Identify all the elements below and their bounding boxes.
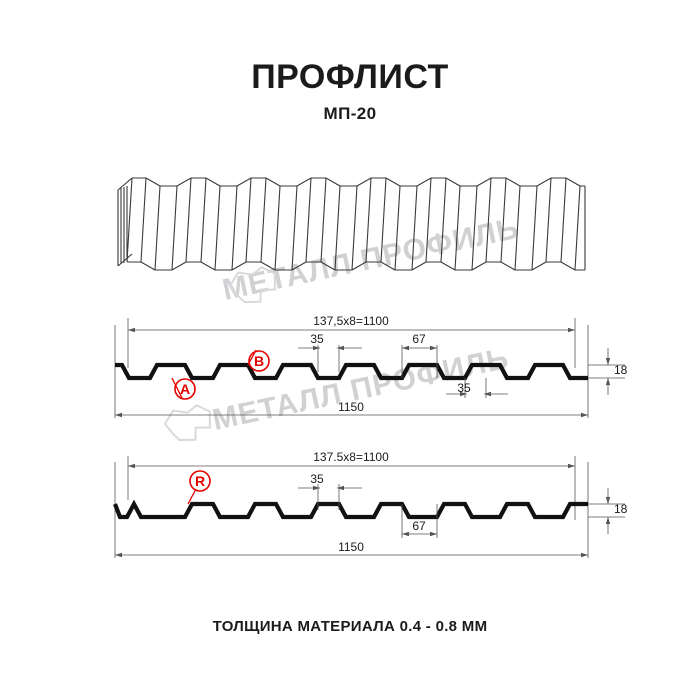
dim-pitch-top [128,327,575,333]
profile-outline-bottom [113,499,588,520]
dim-67-top-label: 67 [412,332,426,346]
section-bottom: 137.5x8=1100 35 [113,450,628,558]
dim-35-bottom-label: 35 [310,472,324,486]
dim-67-bottom [401,504,438,538]
dim-1150-top-label: 1150 [338,400,364,414]
dim-18-top-label: 18 [614,363,628,377]
dim-35-top-lower [446,378,508,398]
page-subtitle: МП-20 [323,104,377,123]
dim-pitch-bottom [128,463,575,469]
dim-18-bottom-label: 18 [614,502,628,516]
dim-67-bottom-label: 67 [412,519,426,533]
callout-b-label: B [254,353,264,369]
profile-sheet-3d-view [117,177,586,271]
dim-1150-bottom [115,552,588,558]
dim-pitch-top-label: 137,5x8=1100 [313,314,389,328]
callout-b: B [247,349,270,372]
watermark-label: МЕТАЛЛ ПРОФИЛЬ [220,212,522,307]
dim-35-top-lower-label: 35 [457,381,471,395]
dim-18-bottom [588,488,625,534]
dim-pitch-bottom-label: 137.5x8=1100 [313,450,389,464]
dim-35-bottom [298,484,362,510]
profile-outline-top [115,362,588,381]
dim-1150-bottom-label: 1150 [338,540,364,554]
dim-35-top [298,345,362,372]
callout-r: R [187,470,211,505]
callout-a: A [171,377,196,400]
callout-r-label: R [195,473,205,489]
watermark-top: МЕТАЛЛ ПРОФИЛЬ [220,212,522,307]
callout-a-label: A [180,381,190,397]
page-title: ПРОФЛИСТ [251,58,449,96]
metall-profil-logo [163,404,211,442]
material-thickness-note: ТОЛЩИНА МАТЕРИАЛА 0.4 - 0.8 ММ [212,618,488,635]
dim-67-top [401,345,438,378]
dim-1150-top [115,412,588,418]
dim-18-top [588,348,625,395]
dim-35-top-label: 35 [310,332,324,346]
metall-profil-logo [228,266,276,304]
section-top: 137,5x8=1100 35 [114,314,628,418]
